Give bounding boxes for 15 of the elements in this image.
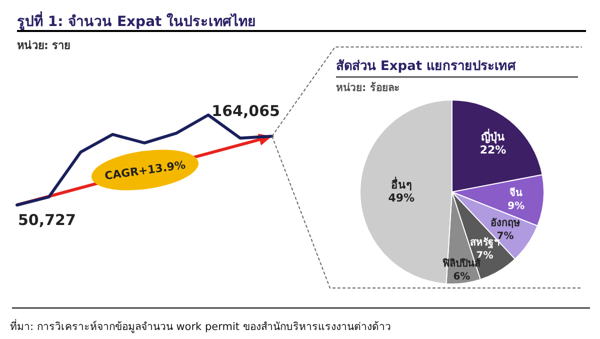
data-label: 6% [453, 272, 470, 283]
slice-label: อื่นๆ [390, 176, 412, 192]
data-label: 50,727 [18, 211, 76, 229]
chart-title: สัดส่วน Expat แยกรายประเทศ [336, 59, 517, 74]
data-label: 49% [388, 191, 415, 204]
data-label: 22% [480, 143, 506, 156]
slice-label: ญี่ปุ่น [481, 128, 506, 144]
slice-label: อังกฤษ [490, 217, 520, 230]
chart-subtitle: หน่วย: ร้อยละ [336, 81, 400, 94]
chart-subtitle: หน่วย: ราย [17, 39, 70, 52]
text: ที่มา: การวิเคราะห์จากข้อมูลจำนวน work permit ของสำนักบริหารแรงงานต่างด้าว [10, 319, 391, 333]
data-label: 164,065 [212, 102, 280, 120]
chart-title: รูปที่ 1: จำนวน Expat ในประเทศไทย [17, 11, 256, 30]
data-label: 9% [508, 201, 525, 212]
slice-label: จีน [510, 187, 523, 200]
